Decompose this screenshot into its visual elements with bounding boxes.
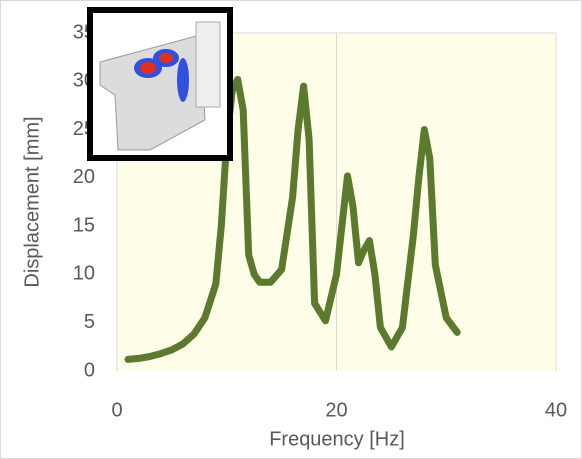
y-tick-label: 10 [73,263,95,285]
inset-arm [195,21,221,108]
x-axis-title: Frequency [Hz] [269,428,405,450]
y-tick-label: 0 [84,359,95,381]
x-tick-label: 0 [111,399,122,421]
x-tick-label: 20 [325,399,347,421]
y-tick-label: 20 [73,166,95,188]
x-tick-label: 40 [545,399,567,421]
y-axis-title: Displacement [mm] [21,116,43,287]
y-tick-label: 15 [73,214,95,236]
inset-image [87,7,233,161]
inset-hotspot [159,53,173,63]
data-line [124,75,461,363]
y-tick-label: 5 [84,311,95,333]
inset-hotspot [140,62,156,74]
inset-hotspot [177,58,189,102]
